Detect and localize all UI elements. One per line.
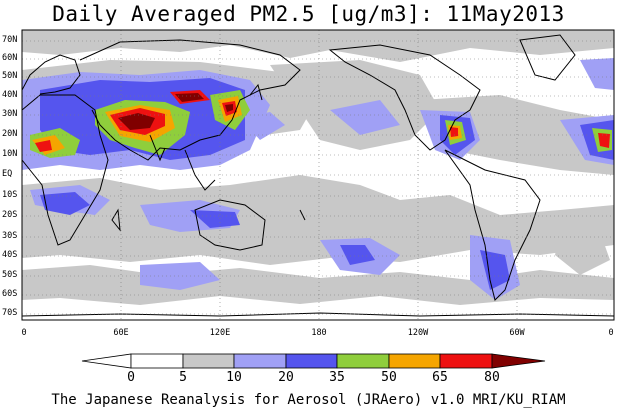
lat-label: 30N (2, 109, 18, 119)
lat-label: 60S (2, 289, 18, 299)
colorbar-tick: 50 (381, 370, 397, 385)
lon-label: 0 (608, 328, 614, 338)
lat-label: 60N (2, 53, 18, 63)
colorbar-tick: 5 (179, 370, 187, 385)
lon-label: 120E (209, 328, 231, 338)
lon-label: 0 (21, 328, 27, 338)
lat-label: 20N (2, 129, 18, 139)
colorbar-segment-7 (439, 353, 493, 369)
lat-label: EQ (2, 169, 13, 179)
colorbar-tick: 35 (329, 370, 345, 385)
footer-credit: The Japanese Reanalysis for Aerosol (JRA… (51, 392, 566, 408)
lat-label: 40N (2, 90, 18, 100)
graticule (22, 30, 614, 320)
colorbar-tick: 65 (432, 370, 448, 385)
lon-label: 60E (113, 328, 129, 338)
colorbar-segment-4 (285, 353, 338, 369)
colorbar-segment-3 (233, 353, 287, 369)
colorbar-tick: 80 (484, 370, 500, 385)
coastlines (22, 34, 614, 317)
lat-label: 20S (2, 210, 18, 220)
colorbar-tick: 10 (226, 370, 242, 385)
colorbar-segment-1 (130, 353, 184, 369)
colorbar (81, 353, 546, 369)
lon-label: 180 (311, 328, 327, 338)
colorbar-segment-2 (182, 353, 235, 369)
lat-label: 30S (2, 231, 18, 241)
colorbar-segment-0 (81, 353, 132, 369)
lat-label: 70S (2, 308, 18, 318)
colorbar-segment-5 (336, 353, 390, 369)
lat-label: 50S (2, 270, 18, 280)
colorbar-segment-6 (388, 353, 441, 369)
colorbar-tick: 20 (278, 370, 294, 385)
lat-label: 40S (2, 250, 18, 260)
lat-label: 70N (2, 35, 18, 45)
map-frame (21, 29, 615, 321)
pm25-band-80-plus (118, 93, 233, 130)
lat-label: 10N (2, 149, 18, 159)
lat-label: 50N (2, 71, 18, 81)
lon-label: 60W (509, 328, 525, 338)
map-title: Daily Averaged PM2.5 [ug/m3]: 11May2013 (52, 2, 565, 26)
colorbar-tick: 0 (127, 370, 135, 385)
lon-label: 120W (407, 328, 429, 338)
lat-label: 10S (2, 190, 18, 200)
colorbar-segment-8 (491, 353, 546, 369)
